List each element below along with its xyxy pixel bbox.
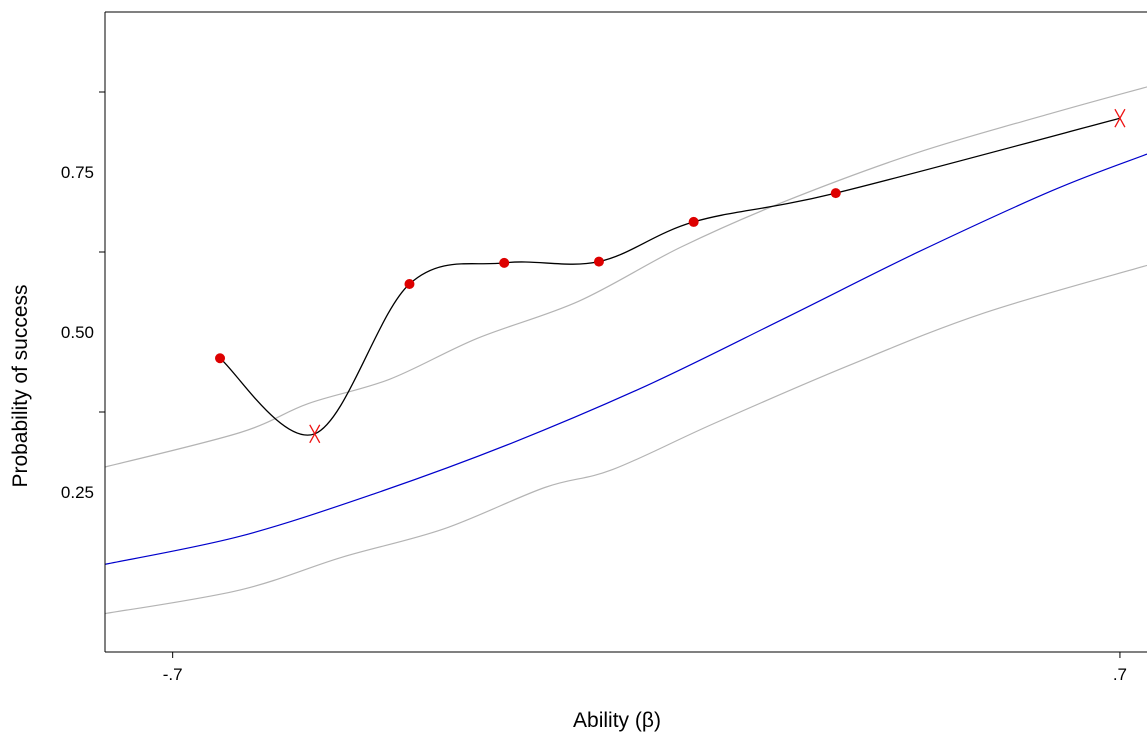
empirical-cross-marker — [1115, 109, 1125, 127]
empirical-line — [220, 118, 1120, 435]
empirical-point — [594, 257, 604, 267]
upper-confidence-line — [105, 87, 1147, 467]
x-tick-label: .7 — [1113, 665, 1127, 684]
y-tick-label: 0.75 — [61, 163, 94, 182]
empirical-cross-marker — [310, 425, 320, 443]
y-axis-title: Probability of success — [9, 284, 32, 487]
expected-line — [105, 154, 1147, 564]
empirical-point — [689, 217, 699, 227]
axes — [105, 12, 1147, 652]
empirical-point — [215, 353, 225, 363]
x-axis-title: Ability (β) — [573, 709, 661, 732]
empirical-point — [831, 188, 841, 198]
ticks: 0.25 0.50 0.75 -.7 .7 — [61, 92, 1127, 684]
empirical-point — [404, 279, 414, 289]
lower-confidence-line — [105, 265, 1147, 613]
x-tick-label: -.7 — [163, 665, 183, 684]
plot-area — [105, 87, 1147, 614]
empirical-point — [499, 258, 509, 268]
y-tick-label: 0.50 — [61, 323, 94, 342]
y-tick-label: 0.25 — [61, 483, 94, 502]
